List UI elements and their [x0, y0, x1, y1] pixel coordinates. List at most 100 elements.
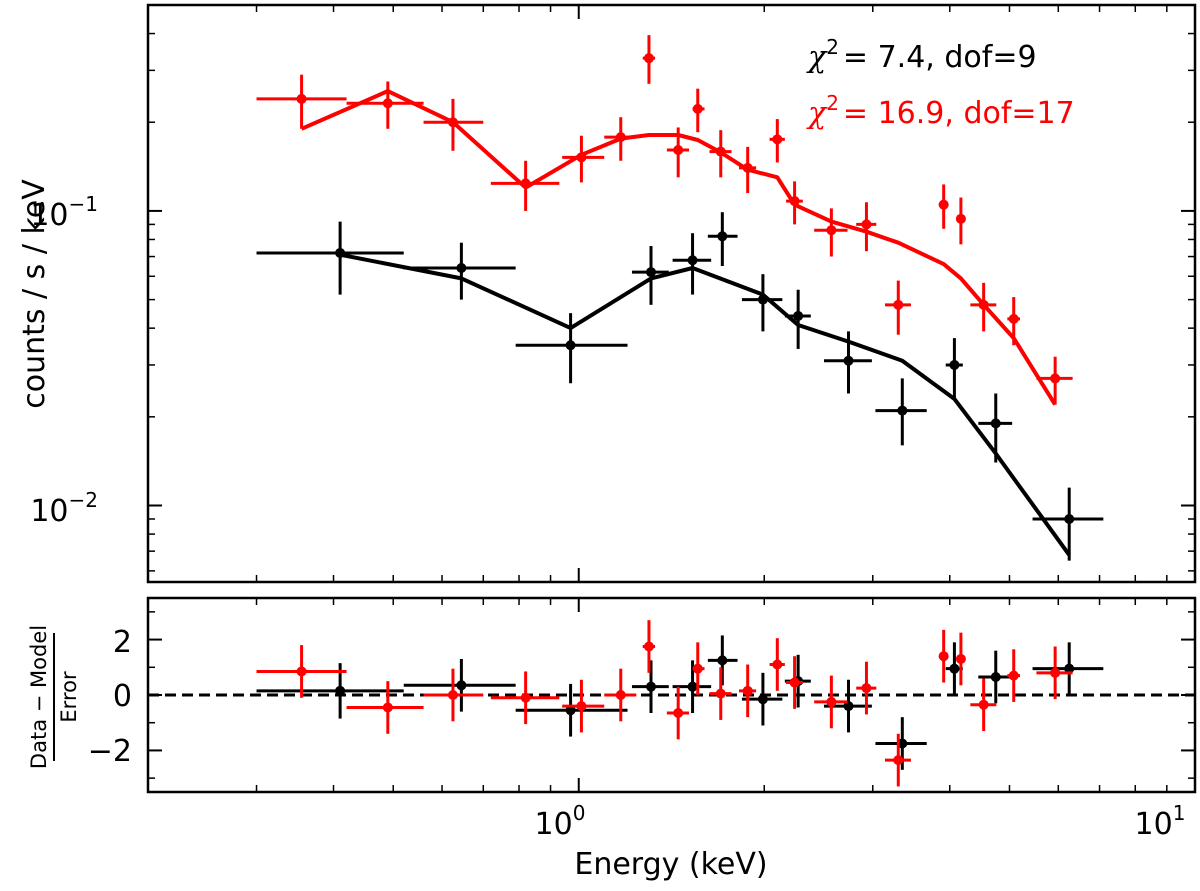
residual-point-red-14 [856, 661, 877, 715]
data-marker [447, 690, 458, 700]
data-marker [687, 255, 698, 266]
residual-point-red-13 [814, 675, 848, 729]
data-marker [296, 93, 307, 104]
data-marker [576, 152, 587, 163]
data-marker [520, 692, 531, 703]
residual-point-red-5 [604, 668, 637, 722]
data-marker [990, 671, 1001, 682]
data-marker [826, 225, 837, 236]
data-marker [861, 219, 872, 230]
spectrum-models [300, 89, 1071, 557]
data-marker [990, 418, 1001, 429]
data-marker [978, 699, 989, 710]
data-marker [687, 681, 698, 692]
x-tick-label-10: 101 [1135, 801, 1186, 842]
y-tick-label-0.01: 10−2 [30, 488, 98, 529]
residual-point-black-9 [875, 717, 927, 770]
data-marker [742, 162, 753, 173]
data-marker [692, 103, 703, 114]
spectrum-frame [146, 3, 1197, 584]
data-marker [565, 705, 576, 716]
residual-label-numerator: Data − Model [27, 625, 51, 769]
residual-point-red-15 [884, 733, 911, 787]
data-marker [757, 294, 768, 305]
data-marker [938, 651, 949, 662]
data-marker [673, 144, 684, 155]
residuals-y-tick-labels: 2 0 −2 [88, 625, 132, 769]
y-tick-label-minus-2: −2 [88, 734, 132, 769]
data-marker [793, 310, 804, 321]
data-marker [897, 405, 908, 416]
data-marker [955, 213, 966, 224]
residual-y-axis-label: Data − Model Error [27, 625, 81, 769]
spectrum-point-red-13 [814, 208, 848, 257]
spectrum-point-black-0 [256, 221, 404, 295]
chi-square-annotation-black: χ2 = 7.4, dof=9 [806, 35, 1037, 75]
spectrum-point-red-14 [856, 202, 877, 252]
residual-point-red-7 [666, 686, 690, 740]
residual-point-red-18 [970, 678, 997, 732]
data-marker [643, 641, 654, 652]
data-marker [615, 690, 626, 700]
data-marker [717, 655, 728, 666]
data-marker [456, 263, 467, 274]
data-marker [789, 196, 800, 207]
residuals-x-tick-labels: 100 101 [535, 801, 1186, 842]
residual-point-red-16 [938, 629, 949, 683]
residual-point-black-12 [1032, 642, 1104, 695]
data-marker [789, 677, 800, 688]
spectrum-point-red-20 [1036, 356, 1073, 405]
spectrum-data-points [256, 35, 1104, 561]
data-marker [576, 701, 587, 712]
data-marker [893, 755, 904, 766]
x-axis-label: Energy (keV) [574, 847, 767, 882]
chi-square-annotation-red: χ2 = 16.9, dof=17 [806, 91, 1075, 131]
residual-point-red-9 [709, 667, 732, 720]
spectrum-point-red-18 [970, 282, 997, 332]
spectrum-point-black-11 [978, 393, 1013, 463]
data-marker [1064, 513, 1075, 524]
spectrum-point-red-3 [490, 160, 560, 211]
spectrum-point-black-2 [515, 313, 628, 384]
spectrum-point-red-11 [769, 119, 785, 163]
spectrum-point-red-17 [955, 197, 966, 245]
residual-point-red-20 [1036, 646, 1073, 700]
spectrum-point-black-7 [784, 289, 811, 349]
residual-point-red-3 [490, 671, 560, 725]
spectrum-point-black-5 [707, 212, 738, 267]
data-marker [717, 231, 728, 242]
residual-point-red-12 [786, 656, 803, 709]
spectrum-point-red-9 [709, 130, 732, 178]
data-marker [843, 701, 854, 712]
residual-point-red-2 [423, 668, 484, 722]
data-marker [772, 659, 783, 670]
spectrum-point-red-16 [938, 184, 949, 229]
data-marker [1064, 663, 1075, 674]
x-tick-label-1: 100 [535, 801, 586, 842]
data-marker [757, 694, 768, 705]
data-marker [673, 708, 684, 719]
data-marker [955, 653, 966, 664]
data-marker [826, 696, 837, 707]
data-marker [843, 355, 854, 366]
data-marker [949, 663, 960, 674]
data-marker [646, 681, 657, 692]
model-line-black [339, 252, 1071, 557]
data-marker [938, 199, 949, 210]
data-marker [1050, 373, 1061, 384]
spectrum-point-red-5 [604, 117, 637, 161]
spectrum-point-red-4 [562, 135, 605, 183]
spectrum-point-black-9 [875, 378, 927, 446]
spectrum-point-black-12 [1032, 487, 1104, 561]
data-marker [447, 117, 458, 128]
residuals-panel: 2 0 −2 100 101 Data − Model Error Energy… [27, 596, 1197, 882]
residual-point-red-17 [955, 632, 966, 686]
spectrum-minor-ticks [147, 5, 1195, 582]
residual-point-red-11 [769, 638, 785, 691]
residual-point-red-8 [692, 642, 705, 695]
spectrum-point-black-4 [672, 233, 712, 295]
residual-point-black-3 [631, 660, 669, 714]
data-marker [382, 702, 393, 713]
spectrum-panel: 10−1 10−2 counts / s / keV χ2 = 7.4, dof=… [17, 3, 1197, 584]
